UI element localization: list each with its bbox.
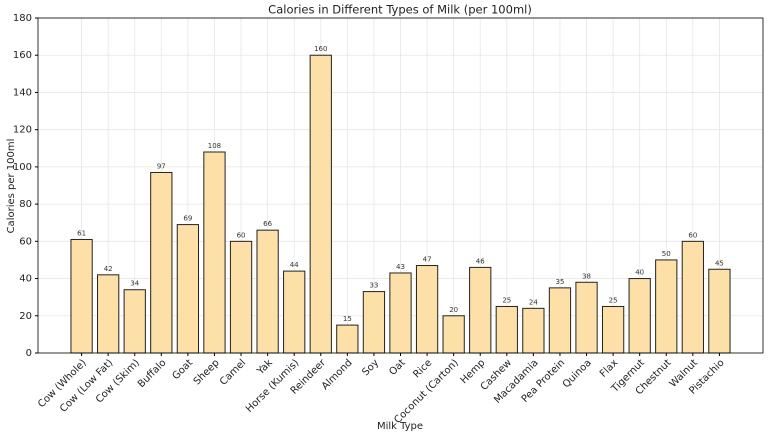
bar [469,266,492,354]
bar [415,265,439,354]
x-tick-label: Flax [598,357,620,379]
value-label: 46 [476,257,485,265]
bar [442,315,465,354]
bar [176,224,200,354]
bar [229,240,253,354]
value-label: 20 [449,306,458,314]
bar [389,272,412,354]
y-tick-label: 100 [13,162,32,173]
bar [309,54,332,354]
value-label: 69 [183,215,192,223]
value-label: 66 [263,220,272,228]
bar [522,307,545,354]
value-label: 42 [104,265,113,273]
chart-title: Calories in Different Types of Milk (per… [268,3,532,17]
value-label: 25 [502,296,511,304]
x-tick-label: Camel [218,357,248,387]
bar [575,281,598,354]
bar [548,287,572,354]
value-label: 60 [237,231,246,239]
bar [70,238,93,354]
value-label: 25 [609,296,618,304]
value-label: 35 [555,278,564,286]
x-tick-label: Oat [387,357,408,378]
y-axis-label: Calories per 100ml [6,139,17,234]
x-axis-label: Milk Type [377,421,423,432]
bar [123,289,146,354]
value-label: 44 [290,261,299,269]
y-tick-label: 20 [19,311,32,322]
bar [362,291,386,354]
bar [150,171,173,354]
bar [283,270,306,354]
bar [681,240,704,354]
x-tick-label: Rice [411,357,434,380]
y-tick-label: 40 [19,274,32,285]
bar [203,151,226,354]
bar [256,229,279,354]
y-tick-label: 0 [26,348,32,359]
x-tick-label: Quinoa [561,357,594,390]
bar [655,259,678,354]
bar [601,305,625,354]
value-label: 60 [688,231,697,239]
value-label: 47 [423,256,432,264]
x-tick-label: Soy [360,357,381,378]
y-tick-label: 160 [13,50,32,61]
bar [97,274,120,354]
x-tick-label: Buffalo [136,357,169,390]
y-tick-label: 80 [19,199,32,210]
y-tick-label: 60 [19,236,32,247]
y-tick-label: 140 [13,87,32,98]
value-label: 108 [208,142,221,150]
value-label: 43 [396,263,405,271]
bar [628,278,651,354]
bar [336,324,359,354]
value-label: 33 [369,282,378,290]
x-tick-label: Sheep [192,357,222,387]
value-label: 45 [715,259,724,267]
bar [495,305,518,354]
y-tick-label: 180 [13,13,32,24]
value-label: 38 [582,272,591,280]
value-label: 97 [157,162,166,170]
value-label: 160 [314,45,327,53]
value-label: 34 [130,280,139,288]
value-label: 40 [635,269,644,277]
value-label: 50 [662,250,671,258]
value-label: 24 [529,298,538,306]
x-tick-label: Yak [255,357,275,377]
plot-frame [37,17,764,354]
x-tick-label: Goat [170,357,195,382]
value-label: 61 [77,229,86,237]
y-tick-label: 120 [13,125,32,136]
value-label: 15 [343,315,352,323]
bar [708,268,731,354]
